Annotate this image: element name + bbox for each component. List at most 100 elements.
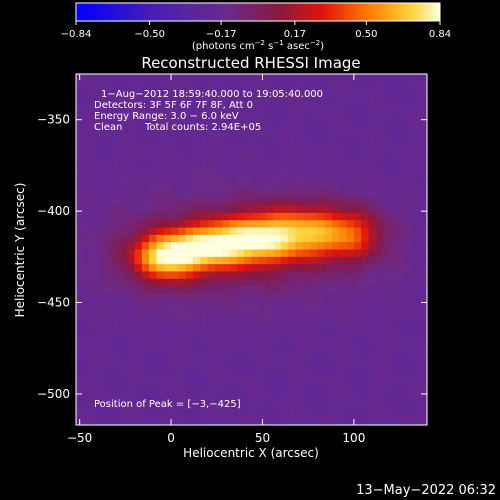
heatmap-pixel <box>127 403 136 411</box>
heatmap-pixel <box>207 176 216 185</box>
heatmap-pixel <box>229 300 238 309</box>
heatmap-pixel <box>317 315 326 324</box>
heatmap-pixel <box>397 278 406 287</box>
heatmap-pixel <box>419 278 427 287</box>
heatmap-pixel <box>178 176 187 185</box>
heatmap-pixel <box>251 183 260 192</box>
heatmap-pixel <box>178 132 187 141</box>
heatmap-pixel <box>178 381 187 390</box>
heatmap-pixel <box>397 205 406 214</box>
heatmap-pixel <box>383 256 392 265</box>
heatmap-pixel <box>171 132 179 141</box>
heatmap-pixel <box>390 264 399 273</box>
heatmap-pixel <box>266 161 275 170</box>
heatmap-pixel <box>361 293 370 302</box>
heatmap-pixel <box>156 191 165 199</box>
heatmap-pixel <box>302 176 311 185</box>
heatmap-pixel <box>105 125 114 134</box>
heatmap-pixel <box>185 278 194 287</box>
heatmap-pixel <box>163 242 172 251</box>
heatmap-pixel <box>214 300 223 309</box>
heatmap-pixel <box>76 154 84 163</box>
heatmap-pixel <box>324 271 333 280</box>
heatmap-pixel <box>105 110 114 119</box>
heatmap-pixel <box>185 176 194 185</box>
heatmap-pixel <box>368 191 377 199</box>
heatmap-pixel <box>141 242 150 251</box>
heatmap-pixel <box>163 117 172 126</box>
heatmap-pixel <box>207 139 216 148</box>
heatmap-pixel <box>288 286 296 294</box>
heatmap-pixel <box>390 388 399 397</box>
heatmap-pixel <box>375 410 384 419</box>
heatmap-pixel <box>105 395 114 404</box>
heatmap-pixel <box>244 308 253 316</box>
heatmap-pixel <box>353 95 362 104</box>
heatmap-pixel <box>105 373 114 382</box>
heatmap-pixel <box>229 110 238 119</box>
heatmap-pixel <box>105 293 114 302</box>
heatmap-pixel <box>171 388 179 397</box>
heatmap-pixel <box>339 373 348 382</box>
heatmap-pixel <box>258 198 267 207</box>
heatmap-pixel <box>397 337 406 346</box>
heatmap-pixel <box>368 74 377 82</box>
heatmap-pixel <box>397 381 406 390</box>
heatmap-pixel <box>83 249 92 258</box>
heatmap-pixel <box>178 117 187 126</box>
heatmap-pixel <box>266 110 275 119</box>
heatmap-pixel <box>266 132 275 141</box>
heatmap-pixel <box>171 220 179 229</box>
heatmap-pixel <box>127 220 136 229</box>
heatmap-pixel <box>193 315 201 324</box>
heatmap-pixel <box>90 264 99 273</box>
heatmap-pixel <box>324 88 333 97</box>
heatmap-pixel <box>273 293 282 302</box>
heatmap-pixel <box>127 381 136 390</box>
heatmap-pixel <box>149 351 158 360</box>
heatmap-pixel <box>368 351 377 360</box>
heatmap-pixel <box>229 271 238 280</box>
heatmap-pixel <box>83 176 92 185</box>
heatmap-pixel <box>383 132 392 141</box>
heatmap-pixel <box>324 110 333 119</box>
heatmap-pixel <box>331 337 340 346</box>
heatmap-pixel <box>324 293 333 302</box>
heatmap-pixel <box>295 388 304 397</box>
heatmap-pixel <box>405 271 413 280</box>
heatmap-pixel <box>200 359 209 368</box>
heatmap-pixel <box>127 95 136 104</box>
heatmap-pixel <box>346 220 355 229</box>
heatmap-pixel <box>339 293 348 302</box>
heatmap-pixel <box>76 381 84 390</box>
heatmap-pixel <box>258 293 267 302</box>
heatmap-pixel <box>368 205 377 214</box>
heatmap-pixel <box>397 132 406 141</box>
heatmap-pixel <box>324 81 333 90</box>
heatmap-pixel <box>375 278 384 287</box>
heatmap-pixel <box>141 169 150 177</box>
heatmap-pixel <box>193 81 201 90</box>
heatmap-pixel <box>97 315 106 324</box>
heatmap-pixel <box>200 344 209 353</box>
heatmap-pixel <box>214 81 223 90</box>
heatmap-pixel <box>310 212 318 221</box>
heatmap-pixel <box>251 366 260 375</box>
heatmap-pixel <box>302 74 311 82</box>
heatmap-pixel <box>214 88 223 97</box>
heatmap-pixel <box>200 373 209 382</box>
heatmap-pixel <box>105 264 114 273</box>
heatmap-pixel <box>368 395 377 404</box>
heatmap-pixel <box>141 366 150 375</box>
heatmap-pixel <box>295 198 304 207</box>
heatmap-pixel <box>134 344 143 353</box>
heatmap-pixel <box>229 293 238 302</box>
heatmap-pixel <box>361 300 370 309</box>
heatmap-pixel <box>346 95 355 104</box>
heatmap-pixel <box>280 74 289 82</box>
heatmap-pixel <box>149 417 158 425</box>
heatmap-pixel <box>214 191 223 199</box>
heatmap-pixel <box>288 388 296 397</box>
heatmap-pixel <box>368 322 377 331</box>
heatmap-pixel <box>207 242 216 251</box>
